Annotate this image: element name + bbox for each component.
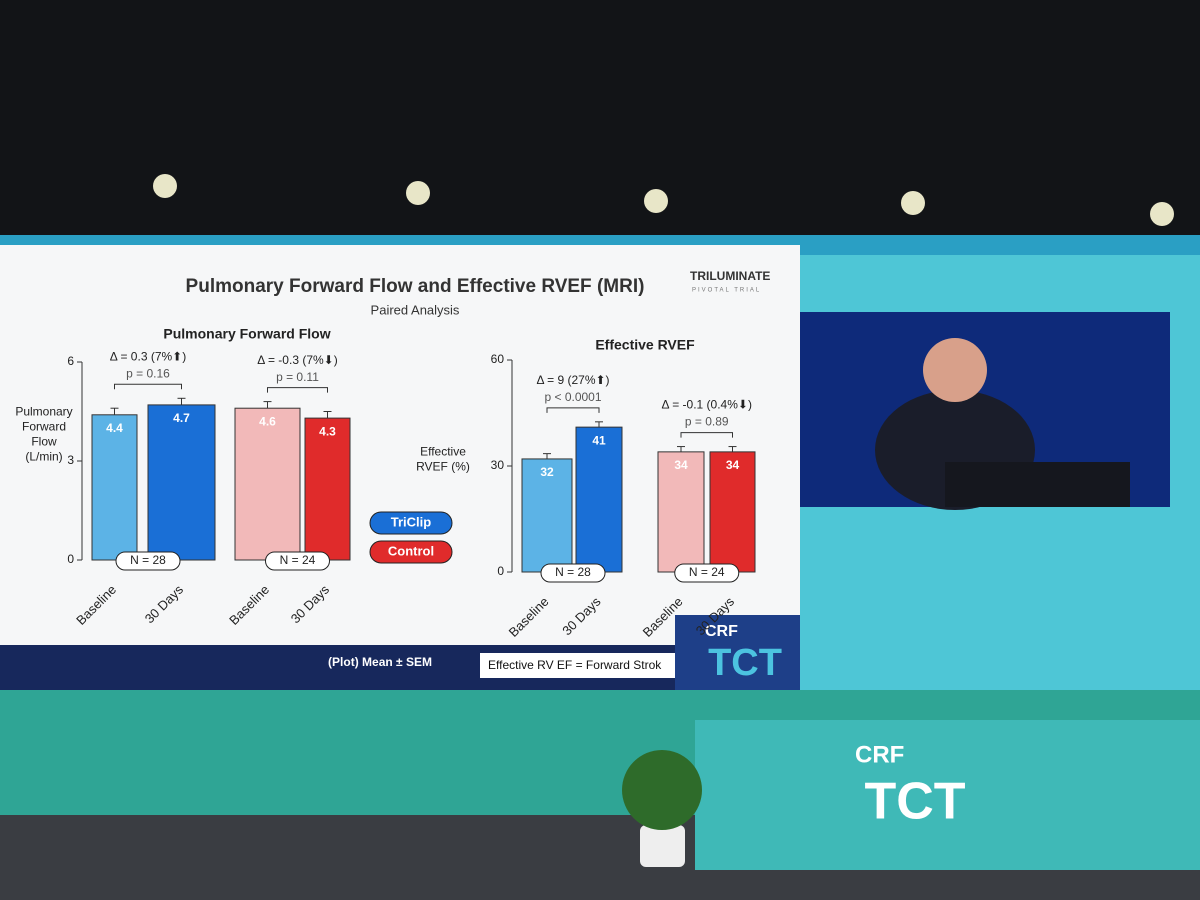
legend-swatch [369, 540, 453, 564]
delta: Δ = 0.3 (7%⬆) [110, 349, 186, 363]
slide-title: Pulmonary Forward Flow and Effective RVE… [186, 276, 645, 297]
n-label-box [265, 551, 330, 571]
logo: TRILUMINATE [690, 269, 770, 283]
n-label: N = 24 [280, 553, 316, 567]
value-label: 4.7 [173, 411, 190, 425]
n-label: N = 24 [689, 565, 725, 579]
chart-title: Pulmonary Forward Flow [163, 326, 330, 342]
y-axis-label: RVEF (%) [416, 460, 470, 474]
p-value: p = 0.16 [126, 366, 170, 380]
footer-box-text: Effective RV EF = Forward Strok [488, 658, 662, 672]
lectern [945, 462, 1130, 507]
y-tick-label: 6 [67, 354, 74, 368]
value-label: 34 [674, 458, 688, 472]
y-tick-label: 30 [491, 458, 505, 472]
delta-bracket [267, 387, 328, 393]
p-value: p < 0.0001 [544, 390, 601, 404]
footer-note: (Plot) Mean ± SEM [328, 655, 432, 669]
delta: Δ = -0.1 (0.4%⬇) [662, 398, 752, 412]
p-value: p = 0.11 [276, 370, 319, 384]
delta: Δ = -0.3 (7%⬇) [257, 353, 337, 367]
speaker-head [923, 338, 987, 402]
delta-bracket [680, 432, 733, 438]
legend: TriClip Control [369, 511, 453, 564]
desk-tct: TCT [864, 773, 965, 831]
y-axis-label: Pulmonary [15, 405, 72, 419]
y-axis-label: Forward [22, 420, 66, 434]
bar [521, 458, 573, 573]
legend-swatch [369, 511, 453, 535]
value-label: 4.6 [259, 414, 276, 428]
slide-logo-box [675, 615, 800, 690]
legend-label: Control [388, 543, 434, 558]
slide-tct: TCT [708, 642, 782, 684]
n-label: N = 28 [130, 553, 166, 567]
y-tick-label: 3 [67, 453, 74, 467]
delta-bracket [546, 407, 600, 413]
value-label: 4.4 [106, 421, 123, 435]
delta-bracket [114, 383, 182, 390]
n-label: N = 28 [555, 565, 591, 579]
chart-title: Effective RVEF [595, 337, 695, 353]
legend-label: TriClip [391, 514, 432, 529]
bar [304, 417, 351, 561]
slide-crf: CRF [705, 623, 738, 640]
y-tick-label: 0 [67, 552, 74, 566]
value-label: 32 [540, 465, 554, 479]
logo-sub: PIVOTAL TRIAL [692, 288, 761, 294]
y-axis-label: Effective [420, 445, 466, 459]
bar [709, 451, 756, 573]
footer-box [480, 653, 675, 678]
value-label: 34 [726, 458, 740, 472]
desk-crf: CRF [855, 741, 904, 768]
ceiling [0, 0, 1200, 235]
delta: Δ = 9 (27%⬆) [536, 373, 609, 387]
desk [695, 720, 1200, 870]
bar [91, 414, 138, 561]
bar [234, 407, 301, 561]
stage-lights [153, 174, 1174, 226]
n-label-box [674, 563, 740, 583]
y-tick-label: 60 [491, 352, 505, 366]
bar [147, 404, 216, 561]
value-label: 41 [592, 433, 606, 447]
y-axis-label: (L/min) [25, 450, 62, 464]
p-value: p = 0.89 [685, 415, 729, 429]
slide-subtitle: Paired Analysis [371, 302, 460, 317]
plant [622, 750, 702, 830]
n-label-box [115, 551, 181, 571]
y-tick-label: 0 [497, 564, 504, 578]
bar [575, 426, 623, 573]
n-label-box [540, 563, 606, 583]
value-label: 4.3 [319, 424, 336, 438]
y-axis-label: Flow [31, 435, 57, 449]
plant-pot [640, 825, 685, 867]
